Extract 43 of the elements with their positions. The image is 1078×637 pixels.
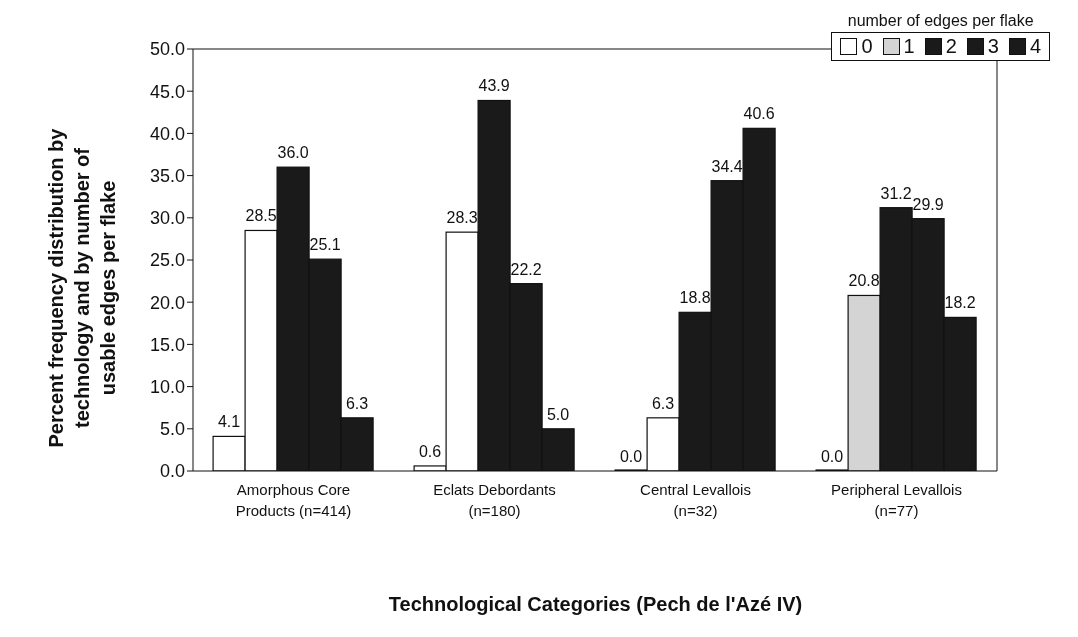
y-tick-label: 30.0 [149,208,185,229]
data-label: 36.0 [277,144,309,162]
data-label: 25.1 [309,236,341,254]
data-label: 22.2 [510,260,542,278]
x-tick-label: Central Levallois (n=32) [640,481,751,519]
data-label: 0.6 [418,442,442,460]
y-tick-label: 20.0 [149,292,185,313]
data-label: 34.4 [711,157,743,175]
data-label: 6.3 [651,394,675,412]
data-label: 28.5 [245,207,277,225]
legend-label: 0 [861,35,873,58]
data-label: 43.9 [478,77,510,95]
y-tick-label: 5.0 [159,419,185,440]
data-label: 28.3 [446,209,478,227]
x-tick-label: Amorphous Core Products (n=414) [235,481,352,519]
legend-label: 1 [903,35,915,58]
data-label: 31.2 [880,184,912,202]
y-tick-label: 35.0 [149,165,185,186]
data-label: 0.0 [619,448,643,465]
x-tick-label: Eclats Debordants (n=180) [433,481,556,519]
data-label: 18.8 [679,289,711,307]
y-tick-label: 50.0 [149,39,185,60]
legend-title: number of edges per flake [846,12,1035,30]
legend-label: 3 [987,35,999,58]
data-label: 0.0 [820,448,844,465]
data-label: 4.1 [217,413,241,431]
data-label: 20.8 [848,272,880,290]
y-tick-label: 45.0 [149,81,185,102]
data-label: 18.2 [944,294,976,312]
y-tick-label: 0.0 [159,461,185,482]
y-tick-label: 10.0 [149,376,185,397]
x-tick-label: Peripheral Levallois (n=77) [831,481,962,519]
data-label: 40.6 [743,105,775,123]
legend-label: 2 [945,35,957,58]
x-axis-title: Technological Categories (Pech de l'Azé IV) [387,593,804,616]
y-tick-label: 25.0 [149,250,185,271]
y-axis-title: Percent frequency distribution by technology and by number of usable edges per flake [44,127,120,450]
data-label: 29.9 [912,195,944,213]
legend-label: 4 [1029,35,1041,58]
data-label: 6.3 [345,394,369,412]
y-tick-label: 15.0 [149,334,185,355]
data-label: 5.0 [546,405,570,423]
y-tick-label: 40.0 [149,123,185,144]
